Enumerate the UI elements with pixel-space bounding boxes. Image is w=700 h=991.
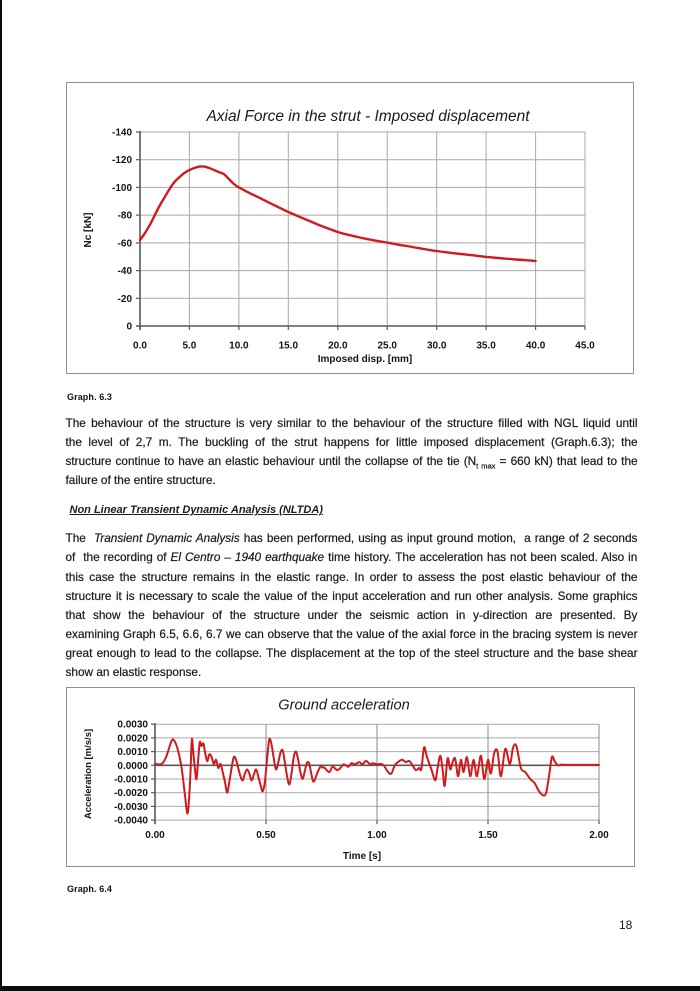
svg-text:-120: -120 xyxy=(112,155,132,166)
svg-text:0.0010: 0.0010 xyxy=(117,747,148,758)
svg-text:2.00: 2.00 xyxy=(589,830,609,841)
svg-text:30.0: 30.0 xyxy=(427,341,447,352)
svg-text:1.00: 1.00 xyxy=(367,830,387,841)
svg-text:-0.0010: -0.0010 xyxy=(114,775,148,786)
svg-text:Imposed disp. [mm]: Imposed disp. [mm] xyxy=(318,354,412,365)
svg-text:15.0: 15.0 xyxy=(279,341,299,352)
svg-text:35.0: 35.0 xyxy=(476,341,496,352)
svg-text:0.00: 0.00 xyxy=(145,830,165,841)
svg-text:-40: -40 xyxy=(118,266,133,277)
svg-text:Acceleration [m/s/s]: Acceleration [m/s/s] xyxy=(83,729,94,819)
svg-text:25.0: 25.0 xyxy=(377,341,397,352)
svg-text:10.0: 10.0 xyxy=(229,341,249,352)
svg-text:0.50: 0.50 xyxy=(256,830,276,841)
svg-text:-0.0030: -0.0030 xyxy=(114,802,148,813)
svg-text:0: 0 xyxy=(126,322,132,333)
svg-text:-80: -80 xyxy=(118,211,133,222)
svg-text:Nc [kN]: Nc [kN] xyxy=(83,212,94,247)
svg-text:-60: -60 xyxy=(118,238,133,249)
svg-text:45.0: 45.0 xyxy=(575,341,595,352)
svg-text:-100: -100 xyxy=(112,183,132,194)
svg-text:-20: -20 xyxy=(118,294,133,305)
svg-text:-0.0020: -0.0020 xyxy=(114,788,148,799)
svg-text:0.0: 0.0 xyxy=(133,341,147,352)
svg-text:-0.0040: -0.0040 xyxy=(114,816,148,827)
svg-text:1.50: 1.50 xyxy=(478,830,498,841)
svg-text:Ground acceleration: Ground acceleration xyxy=(278,698,409,714)
svg-text:40.0: 40.0 xyxy=(526,341,546,352)
svg-text:Time [s]: Time [s] xyxy=(343,851,381,862)
svg-text:20.0: 20.0 xyxy=(328,341,348,352)
svg-text:5.0: 5.0 xyxy=(182,341,196,352)
svg-text:0.0000: 0.0000 xyxy=(117,761,148,772)
svg-text:0.0020: 0.0020 xyxy=(117,733,148,744)
svg-text:0.0030: 0.0030 xyxy=(117,720,148,731)
svg-text:-140: -140 xyxy=(112,128,132,139)
svg-text:Axial Force in the strut - Imp: Axial Force in the strut - Imposed displ… xyxy=(205,108,530,125)
